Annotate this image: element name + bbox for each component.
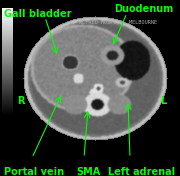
Text: SMA: SMA (76, 167, 100, 176)
Text: L: L (160, 96, 166, 106)
Text: ALFRED HOSPITAL MELBOURNE: ALFRED HOSPITAL MELBOURNE (79, 20, 157, 25)
Text: Portal vein: Portal vein (4, 167, 64, 176)
Text: R: R (17, 96, 25, 106)
Text: Duodenum: Duodenum (114, 4, 173, 14)
Text: Gall bladder: Gall bladder (4, 9, 71, 19)
Text: Left adrenal: Left adrenal (108, 167, 175, 176)
